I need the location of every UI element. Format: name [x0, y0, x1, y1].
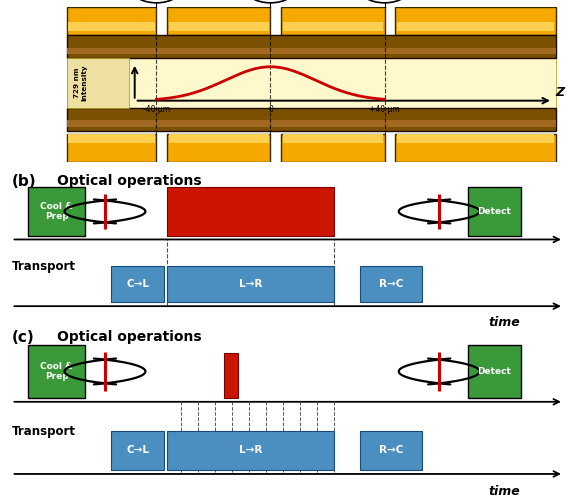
Bar [67, 7, 157, 35]
Bar [29, 187, 85, 236]
Bar [68, 22, 155, 31]
Bar [167, 134, 270, 162]
Text: R→C: R→C [379, 445, 403, 455]
Text: +40 μm: +40 μm [369, 104, 400, 113]
Text: -40 μm: -40 μm [143, 104, 170, 113]
Text: L→R: L→R [239, 445, 263, 455]
Ellipse shape [129, 0, 183, 3]
Bar [68, 134, 155, 143]
Bar [67, 48, 555, 55]
Bar [167, 7, 270, 35]
Text: R→C: R→C [379, 279, 403, 289]
Bar [360, 266, 422, 302]
Text: C→L: C→L [126, 279, 149, 289]
Bar [167, 266, 335, 302]
Text: 0: 0 [268, 104, 273, 113]
Bar [169, 22, 269, 31]
Bar [110, 266, 165, 302]
Text: C→L: C→L [126, 445, 149, 455]
Bar [395, 134, 555, 162]
Text: Optical operations: Optical operations [57, 173, 201, 187]
Bar [395, 7, 555, 35]
Bar [281, 7, 384, 35]
Bar [67, 120, 555, 127]
Text: Optical operations: Optical operations [57, 331, 201, 344]
Text: time: time [488, 485, 520, 497]
Bar [110, 430, 165, 470]
Bar [397, 134, 554, 143]
Text: Cool &
Prep: Cool & Prep [40, 362, 73, 381]
Text: Transport: Transport [12, 260, 75, 273]
Bar [67, 35, 555, 58]
Bar [167, 430, 335, 470]
Text: Z: Z [555, 86, 565, 99]
Text: 729 nm
Intensity: 729 nm Intensity [74, 65, 87, 101]
Text: Cool &
Prep: Cool & Prep [40, 202, 73, 221]
Bar [67, 58, 555, 107]
Bar [468, 187, 522, 236]
Text: time: time [488, 316, 520, 329]
Text: (b): (b) [12, 173, 36, 188]
Text: (c): (c) [12, 331, 34, 345]
Bar [169, 134, 269, 143]
Bar [360, 430, 422, 470]
Bar [224, 353, 238, 398]
Bar [281, 134, 384, 162]
Text: L→R: L→R [239, 279, 263, 289]
Ellipse shape [244, 0, 298, 3]
Text: Detect: Detect [478, 207, 512, 216]
Text: Transport: Transport [12, 425, 75, 438]
Bar [67, 58, 129, 107]
Ellipse shape [357, 0, 412, 3]
Bar [397, 22, 554, 31]
Bar [283, 134, 383, 143]
Bar [283, 22, 383, 31]
Bar [67, 107, 555, 131]
Bar [167, 187, 335, 236]
Text: Detect: Detect [478, 367, 512, 376]
Bar [468, 345, 522, 398]
Bar [67, 134, 157, 162]
Bar [29, 345, 85, 398]
